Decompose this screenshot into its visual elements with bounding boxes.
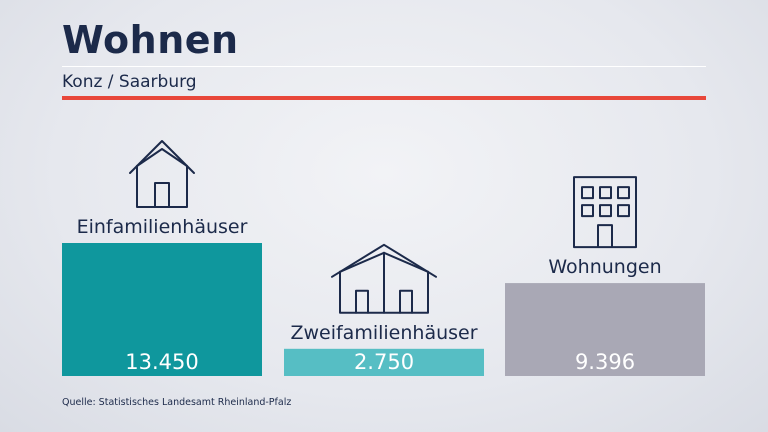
category-label: Einfamilienhäuser [77, 216, 248, 238]
bar-group: 2.750 Zweifamilienhäuser [284, 243, 484, 376]
value-label: 9.396 [575, 350, 635, 374]
page-subtitle: Konz / Saarburg [62, 72, 197, 92]
double-house-icon [331, 243, 437, 314]
category-label: Wohnungen [548, 256, 661, 278]
title-divider [62, 66, 706, 67]
apartment-building-icon [573, 176, 637, 249]
bar [284, 348, 484, 376]
bar-group: 9.396 Wohnungen [505, 176, 705, 376]
source-note: Quelle: Statistisches Landesamt Rheinlan… [62, 397, 292, 408]
page-title: Wohnen [62, 18, 239, 62]
category-label: Zweifamilienhäuser [290, 322, 477, 344]
value-label: 2.750 [354, 350, 414, 374]
bar-group: 13.450 Einfamilienhäuser [62, 140, 262, 376]
value-label: 13.450 [125, 350, 198, 374]
bar [62, 243, 262, 376]
bar [505, 283, 705, 376]
accent-divider [62, 96, 706, 100]
house-icon [129, 140, 195, 208]
